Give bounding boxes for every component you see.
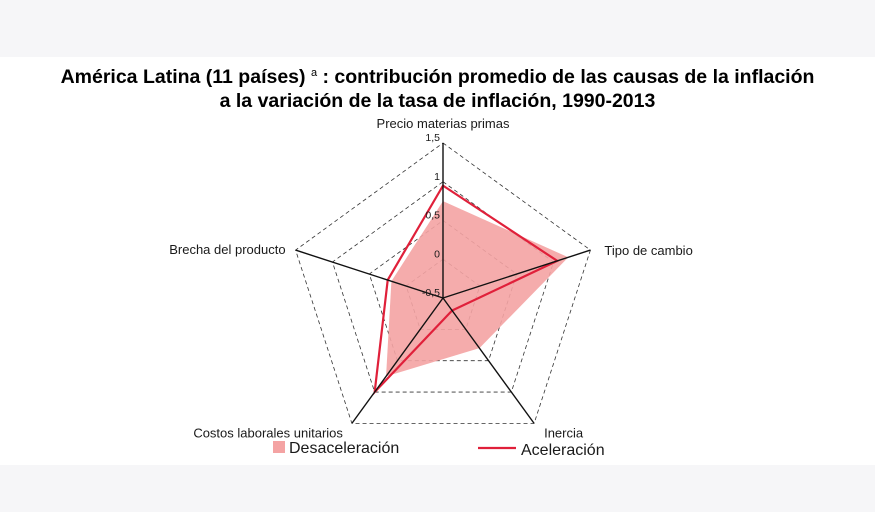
axis-label-2: Inercia bbox=[544, 425, 584, 440]
radar-axis-labels: Precio materias primas Tipo de cambio Iner… bbox=[169, 116, 693, 440]
radar-spokes bbox=[295, 143, 591, 424]
grid-ring-4 bbox=[295, 142, 591, 424]
axis-label-1: Tipo de cambio bbox=[604, 243, 692, 258]
axis-label-3: Costos laborales unitarios bbox=[193, 425, 343, 440]
title-note-marker: a bbox=[310, 67, 318, 79]
tick-label-4: 1,5 bbox=[425, 132, 440, 144]
chart-title: América Latina (11 países) a : contribuc… bbox=[0, 61, 875, 113]
title-line1-rest: : contribución promedio de las causas de… bbox=[322, 66, 815, 88]
title-line1: América Latina (11 países) bbox=[60, 66, 306, 88]
legend-swatch-desaceleracion bbox=[273, 441, 285, 453]
axis-spoke-2 bbox=[442, 297, 535, 424]
radar-tick-labels: -0,5 0 0,5 1 1,5 bbox=[422, 132, 440, 299]
axis-label-0: Precio materias primas bbox=[377, 116, 510, 131]
tick-label-0: -0,5 bbox=[422, 287, 440, 299]
title-line2: a la variación de la tasa de inflación, … bbox=[219, 90, 656, 112]
tick-label-1: 0 bbox=[434, 248, 440, 260]
axis-spoke-4 bbox=[295, 249, 444, 299]
radar-series bbox=[373, 184, 569, 396]
grid-ring-2 bbox=[368, 220, 518, 362]
axis-spoke-1 bbox=[442, 249, 591, 299]
axis-label-4: Brecha del producto bbox=[169, 242, 285, 257]
legend-label-aceleracion: Aceleración bbox=[521, 442, 605, 459]
legend-label-desaceleracion: Desaceleración bbox=[289, 440, 399, 457]
tick-label-3: 1 bbox=[434, 171, 440, 183]
chart-legend: Desaceleración Aceleración bbox=[273, 440, 605, 459]
series-line-aceleracion bbox=[373, 184, 560, 396]
tick-label-2: 0,5 bbox=[425, 210, 440, 222]
axis-spoke-3 bbox=[351, 297, 444, 424]
